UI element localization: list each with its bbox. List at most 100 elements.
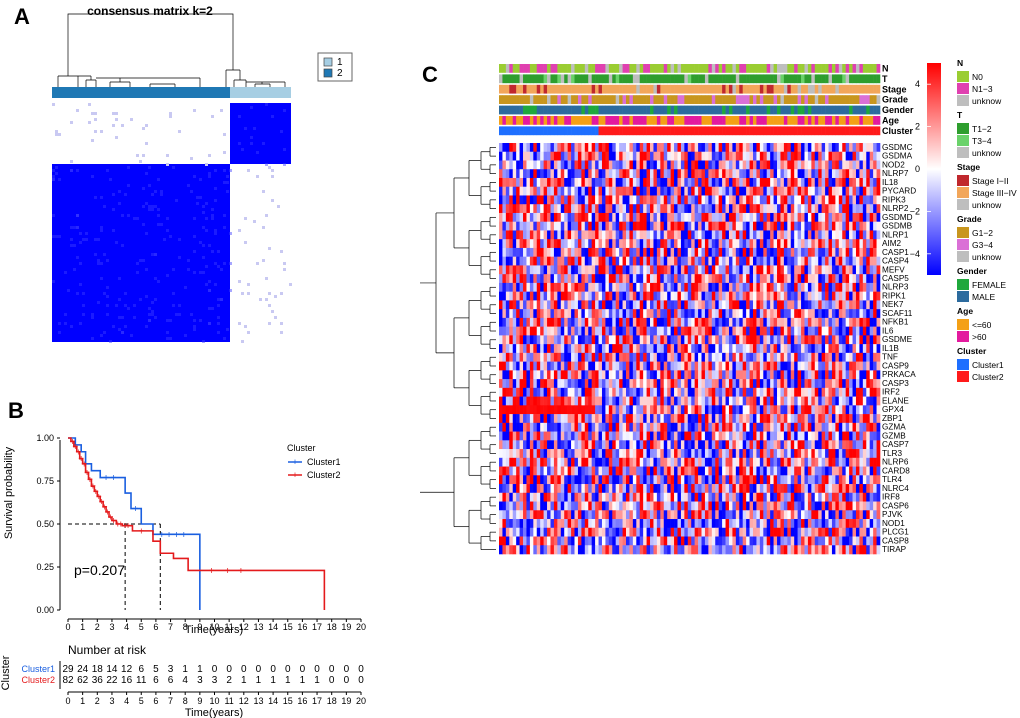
heatmap-cell [790,379,795,389]
heatmap-cell [680,387,685,397]
heatmap-cell [797,169,802,179]
heatmap-cell [801,230,805,240]
annotation-cell [770,116,774,125]
heatmap-cell [756,291,761,301]
heatmap-cell [831,177,836,188]
annotation-cell [574,84,579,94]
annotation-cell [571,95,575,104]
heatmap-cell [636,309,641,319]
heatmap-cell [650,370,654,380]
annotation-cell [811,116,816,125]
heatmap-cell [855,186,860,196]
heatmap-cell [584,151,589,161]
annotation-cell [787,126,792,136]
annotation-cell [842,84,846,94]
annotation-cell [577,116,582,125]
heatmap-cell [818,335,822,345]
annotation-cell [825,105,829,115]
matrix-cell [70,169,73,172]
annotation-cell [728,105,733,115]
heatmap-cell [849,186,853,196]
annotation-cell [529,126,534,136]
heatmap-cell [663,247,668,257]
heatmap-cell [636,335,641,345]
heatmap-cell [869,195,874,205]
heatmap-cell [574,396,579,406]
annotation-cell [773,116,778,125]
heatmap-cell [581,256,586,266]
matrix-cell [247,331,250,334]
annotation-cell [567,126,572,136]
heatmap-cell [502,195,507,205]
annotation-cell [766,126,771,136]
annotation-cell [553,126,558,136]
heatmap-cell [577,256,582,266]
heatmap-cell [732,309,737,319]
heatmap-cell [783,212,788,222]
heatmap-cell [728,265,733,275]
heatmap-cell [512,239,517,249]
annotation-cell [725,84,730,94]
heatmap-cell [722,151,726,161]
heatmap-cell [670,414,675,424]
heatmap-cell [595,177,599,188]
heatmap-cell [756,143,761,153]
heatmap-cell [550,247,555,257]
heatmap-cell [790,282,795,292]
heatmap-cell [601,414,606,424]
risk-value: 3 [212,675,218,686]
heatmap-cell [845,186,850,196]
heatmap-cell [759,335,764,345]
heatmap-cell [783,361,788,371]
heatmap-cell [763,379,768,389]
heatmap-cell [595,160,599,170]
heatmap-cell [862,204,867,214]
heatmap-cell [828,361,833,371]
heatmap-cell [577,344,582,354]
heatmap-cell [595,247,599,257]
heatmap-cell [636,344,641,354]
heatmap-cell [807,274,812,284]
heatmap-cell [766,177,771,188]
heatmap-cell [598,300,603,310]
annotation-cell [708,95,713,104]
heatmap-cell [684,256,689,266]
heatmap-cell [674,160,678,170]
heatmap-cell [533,143,538,153]
heatmap-cell [704,335,709,345]
heatmap-cell [701,186,706,196]
heatmap-cell [584,282,589,292]
heatmap-cell [626,247,630,257]
annotation-cell [505,126,510,136]
heatmap-cell [814,352,819,362]
heatmap-cell [855,405,860,415]
heatmap-cell [845,396,850,406]
heatmap-cell [852,186,857,196]
annotation-cell [598,105,603,115]
heatmap-cell [814,143,819,153]
heatmap-cell [756,387,761,397]
heatmap-cell [704,317,709,327]
heatmap-cell [677,387,682,397]
heatmap-cell [588,282,592,292]
heatmap-cell [749,309,754,319]
heatmap-cell [869,186,874,196]
annotation-cell [663,126,668,136]
annotation-cell [711,64,716,73]
heatmap-cell [523,344,527,354]
heatmap-cell [680,221,685,231]
heatmap-cell [547,239,551,249]
heatmap-cell [777,282,781,292]
heatmap-cell [862,230,867,240]
heatmap-cell [728,169,733,179]
heatmap-cell [694,326,699,336]
heatmap-cell [746,195,750,205]
annotation-cell [787,74,792,84]
annotation-cell [873,95,877,104]
heatmap-cell [804,177,809,188]
heatmap-cell [567,396,572,406]
heatmap-cell [577,160,582,170]
annotation-cell [595,105,599,115]
heatmap-cell [512,414,517,424]
matrix-cell [262,142,265,145]
